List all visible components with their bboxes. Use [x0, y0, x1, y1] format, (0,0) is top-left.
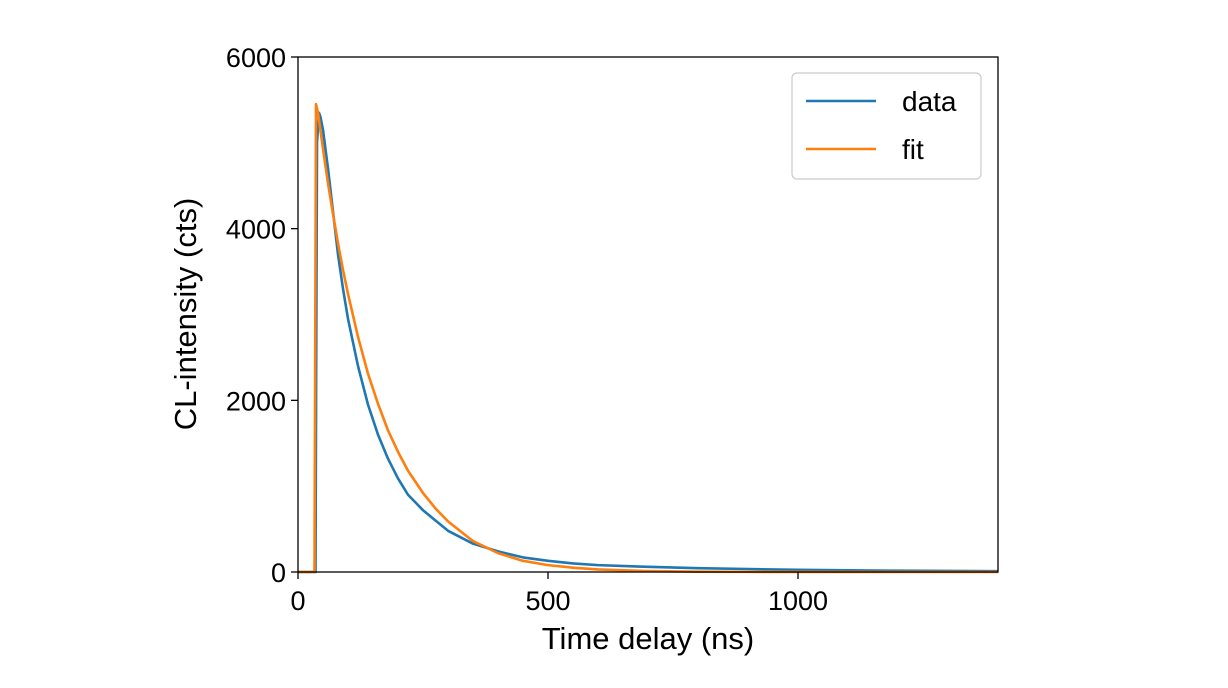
legend-label-fit: fit	[902, 134, 924, 165]
legend-label-data: data	[902, 86, 957, 117]
x-tick-label: 500	[525, 586, 570, 616]
y-tick-label: 0	[271, 558, 286, 588]
series-line-data	[298, 111, 999, 574]
legend-box	[791, 72, 982, 180]
legend: data fit	[791, 72, 982, 180]
y-axis-label: CL-intensity (cts)	[168, 198, 203, 431]
y-tick-label: 6000	[226, 43, 286, 73]
x-axis: 0 500 1000	[290, 572, 828, 616]
x-axis-label: Time delay (ns)	[542, 621, 754, 656]
y-axis: 0 2000 4000 6000	[226, 43, 298, 588]
x-tick-label: 0	[290, 586, 305, 616]
y-tick-label: 2000	[226, 386, 286, 416]
x-tick-label: 1000	[768, 586, 828, 616]
plot-frame	[297, 56, 999, 573]
y-tick-label: 4000	[226, 215, 286, 245]
